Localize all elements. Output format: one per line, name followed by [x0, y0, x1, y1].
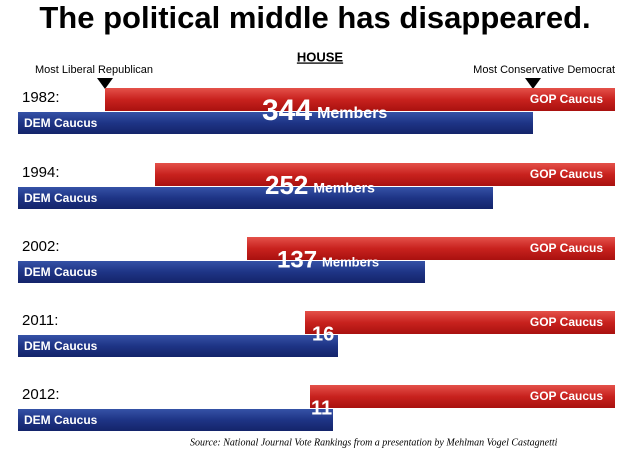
- gop-label: GOP Caucus: [530, 315, 603, 329]
- dem-label: DEM Caucus: [24, 265, 98, 279]
- year-label: 1982:: [22, 89, 60, 106]
- dem-bar: [18, 409, 333, 431]
- year-label: 2011:: [22, 312, 58, 329]
- gop-bar: [247, 237, 615, 260]
- overlap-unit: Members: [313, 180, 375, 196]
- year-label: 2012:: [22, 386, 60, 403]
- dem-label: DEM Caucus: [24, 413, 98, 427]
- dem-label: DEM Caucus: [24, 116, 98, 130]
- gop-label: GOP Caucus: [530, 167, 603, 181]
- overlap-count: 252: [265, 170, 308, 200]
- gop-label: GOP Caucus: [530, 241, 603, 255]
- subtitle: HOUSE: [297, 49, 344, 64]
- dem-bar: [18, 112, 533, 134]
- overlap-count: 16: [312, 323, 334, 345]
- gop-label: GOP Caucus: [530, 389, 603, 403]
- left-marker-label: Most Liberal Republican: [35, 64, 153, 76]
- dem-label: DEM Caucus: [24, 191, 98, 205]
- dem-bar: [18, 335, 338, 357]
- right-marker: [525, 78, 541, 89]
- gop-label: GOP Caucus: [530, 92, 603, 106]
- gop-bar: [105, 88, 615, 111]
- year-label: 2002:: [22, 238, 60, 255]
- gop-bar: [305, 311, 615, 334]
- dem-label: DEM Caucus: [24, 339, 98, 353]
- right-marker-label: Most Conservative Democrat: [473, 64, 615, 76]
- overlap-count: 137: [277, 246, 317, 273]
- dem-bar: [18, 187, 493, 209]
- overlap-unit: Members: [322, 254, 379, 269]
- title: The political middle has disappeared.: [39, 0, 590, 35]
- overlap-unit: Members: [317, 105, 387, 122]
- overlap-count: 344: [262, 94, 312, 127]
- overlap-count: 11: [311, 397, 332, 419]
- left-marker: [97, 78, 113, 89]
- dem-bar: [18, 261, 425, 283]
- year-label: 1994:: [22, 164, 60, 181]
- gop-bar: [155, 163, 615, 186]
- gop-bar: [310, 385, 615, 408]
- source: Source: National Journal Vote Rankings f…: [190, 437, 558, 448]
